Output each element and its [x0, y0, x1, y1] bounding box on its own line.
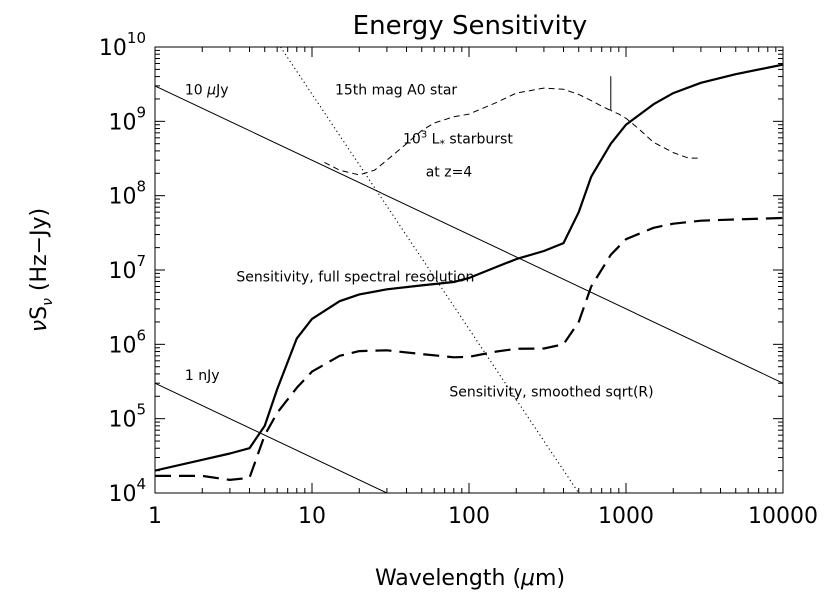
annotation-starburst-line2: at z=4 — [426, 165, 473, 181]
annotation-one-njy: 1 nJy — [185, 368, 220, 384]
series-sensitivity-full-spectral-resolution — [155, 63, 783, 472]
y-tick-label: 105 — [108, 401, 146, 433]
y-tick-label: 106 — [108, 326, 146, 358]
annotation-a0-star: 15th mag A0 star — [335, 82, 457, 98]
axis-tick-labels: 1 10 100 1000 10000 104 105 106 107 108 109 1010 — [99, 29, 818, 529]
axis-ticks — [154, 47, 783, 494]
y-axis-label: νSν (Hz−Jy) — [27, 208, 56, 332]
annotation-ten-ujy: 10 μJy — [185, 82, 229, 98]
x-tick-label: 10000 — [748, 504, 818, 529]
x-axis-label: Wavelength (μm) — [375, 566, 565, 591]
y-tick-label: 1010 — [99, 29, 146, 61]
series-1-njy — [155, 382, 388, 493]
x-tick-label: 100 — [448, 504, 490, 529]
series-10-3-l-starburst-at-z-4 — [324, 76, 701, 176]
annotation-starburst-line1: 103 L* starburst — [403, 130, 513, 151]
y-tick-label: 104 — [108, 475, 146, 507]
series-sensitivity-smoothed-sqrt-r — [155, 216, 783, 481]
annotation-smoothed: Sensitivity, smoothed sqrt(R) — [449, 384, 653, 400]
y-tick-label: 107 — [108, 252, 146, 284]
y-tick-label: 109 — [108, 103, 146, 135]
y-tick-label: 108 — [108, 178, 146, 210]
series-10-jy — [155, 85, 783, 384]
series-lines — [155, 47, 783, 493]
x-tick-label: 1000 — [598, 504, 654, 529]
annotations: 10 μJy 15th mag A0 star 103 L* starburst… — [185, 82, 654, 400]
x-tick-label: 10 — [298, 504, 326, 529]
chart-title: Energy Sensitivity — [353, 11, 588, 41]
annotation-full-resolution: Sensitivity, full spectral resolution — [236, 270, 474, 286]
x-tick-label: 1 — [148, 504, 162, 529]
